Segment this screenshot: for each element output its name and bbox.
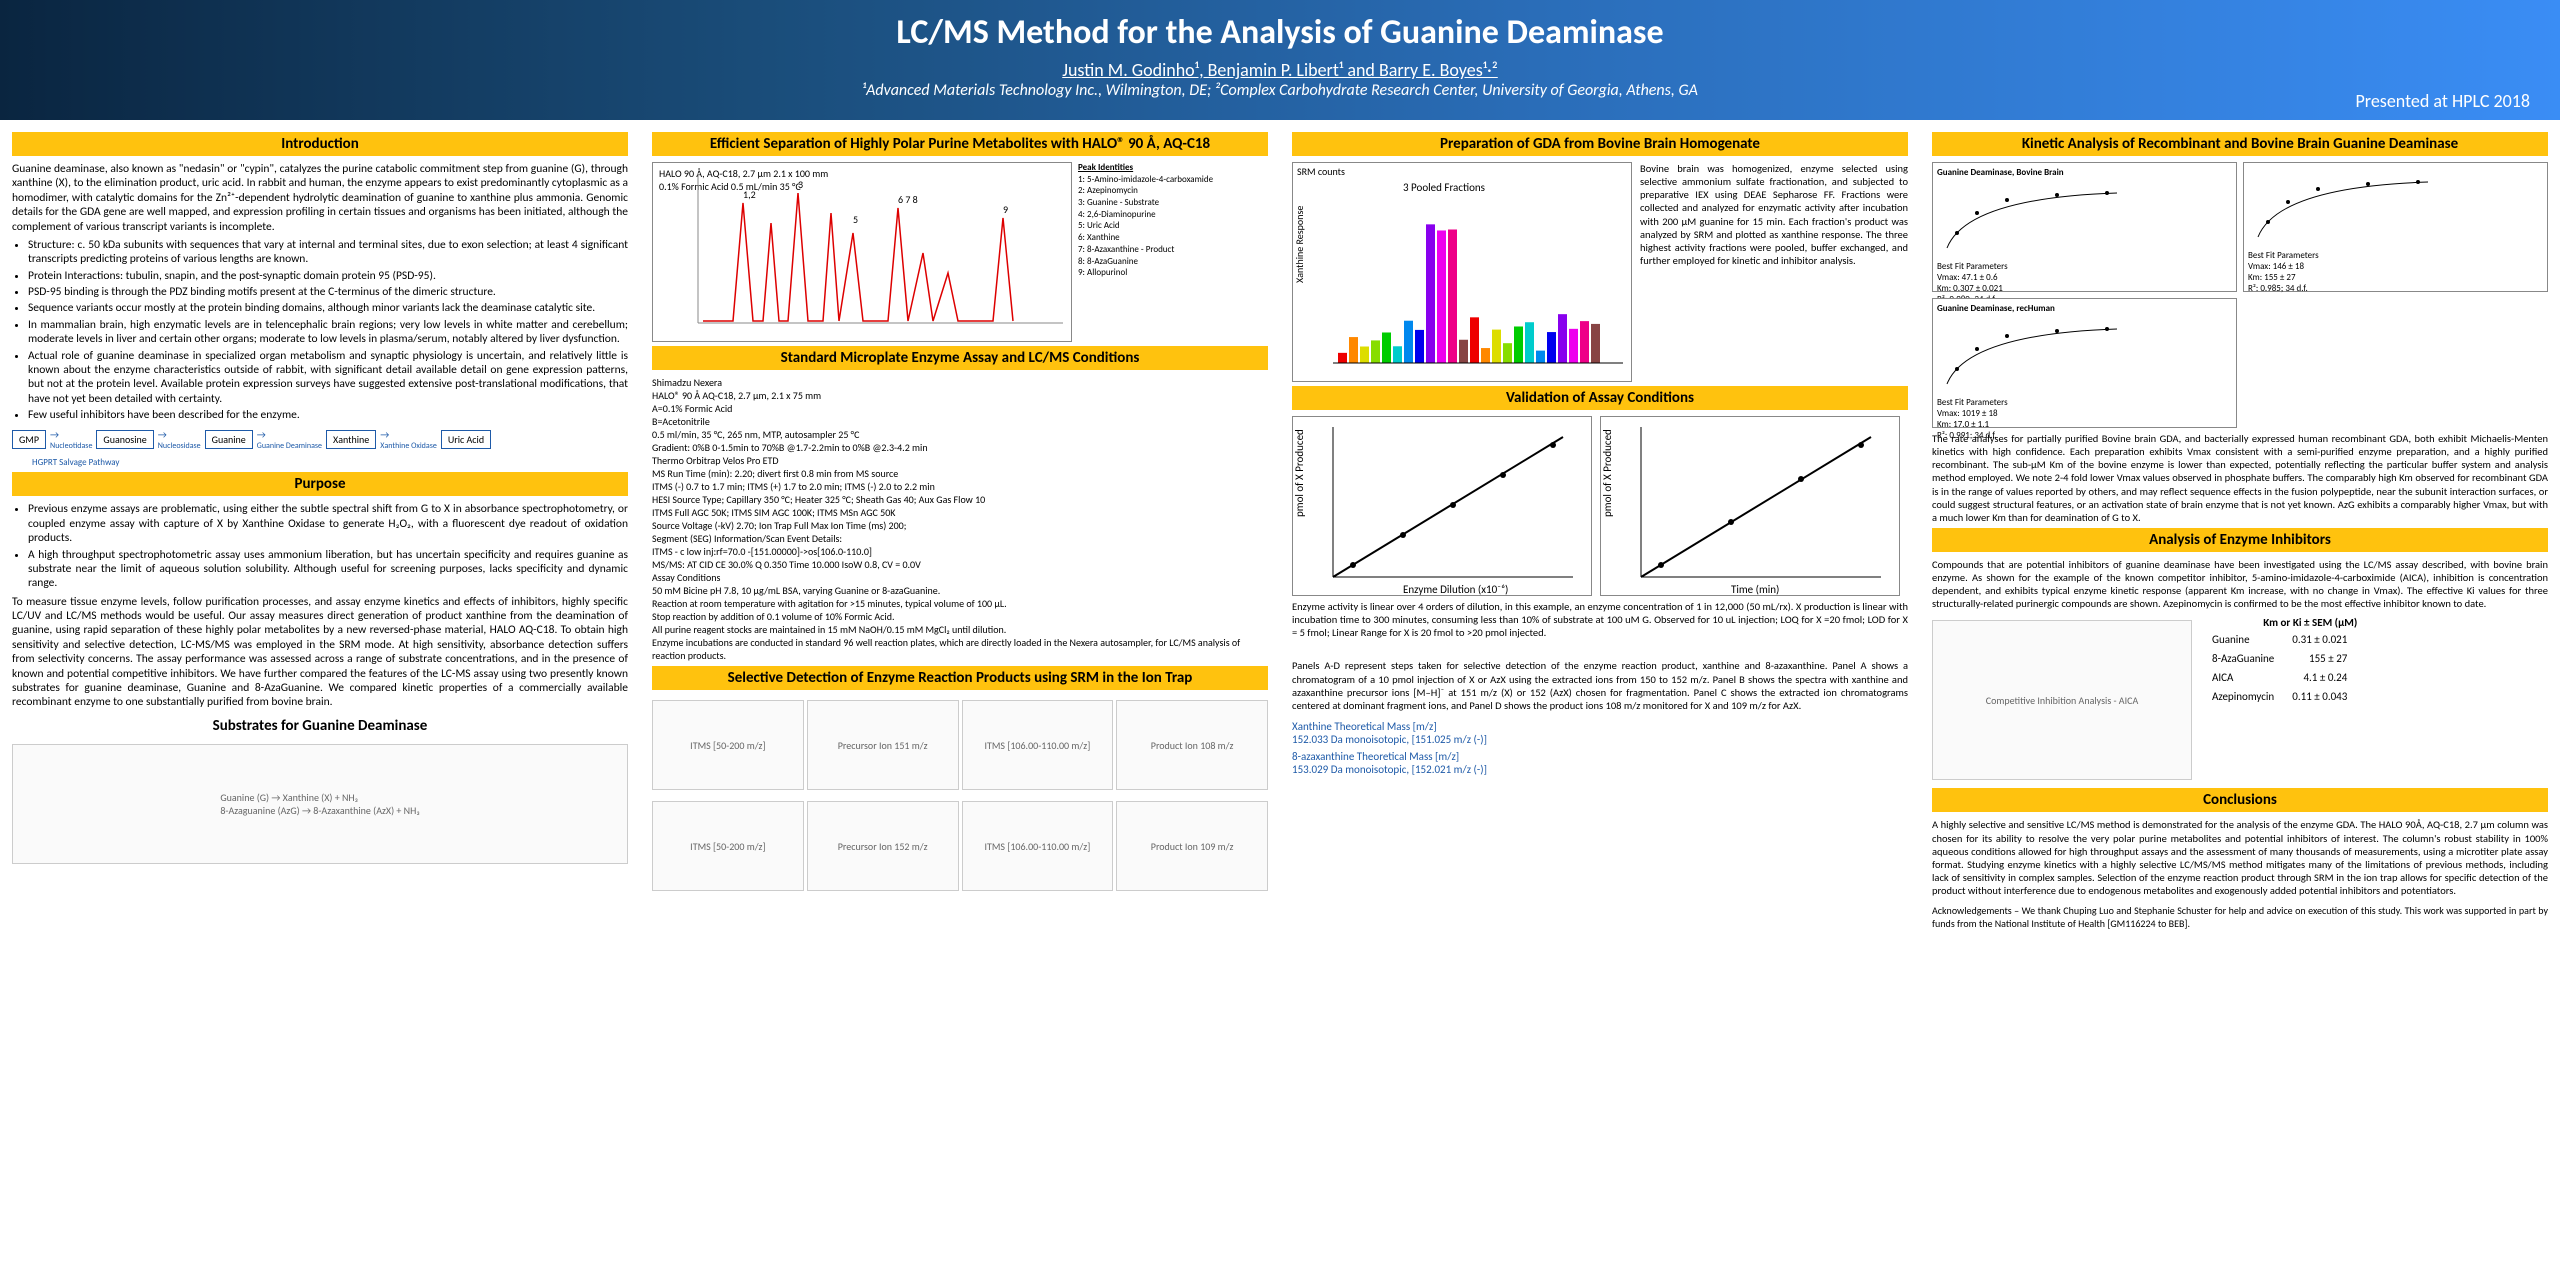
column-2: Efficient Separation of Highly Polar Pur…: [640, 120, 1280, 1280]
presented-at: Presented at HPLC 2018: [2356, 90, 2531, 112]
svg-text:9: 9: [1003, 203, 1008, 216]
peak-id-title: Peak Identities: [1078, 162, 1213, 174]
iex-svg: Xanthine Response: [1293, 163, 1633, 383]
purpose-para: To measure tissue enzyme levels, follow …: [12, 595, 628, 710]
column-3: Preparation of GDA from Bovine Brain Hom…: [1280, 120, 1920, 1280]
srm-desc-block: Panels A-D represent steps taken for sel…: [1292, 659, 1908, 776]
title: LC/MS Method for the Analysis of Guanine…: [12, 12, 2548, 53]
column-1: Introduction Guanine deaminase, also kno…: [0, 120, 640, 1280]
pooled-label: 3 Pooled Fractions: [1403, 181, 1485, 194]
svg-text:6 7 8: 6 7 8: [898, 193, 918, 206]
ki-header: Km or Ki ± SEM (µM): [2202, 616, 2357, 629]
chrom-svg: 1,2 3 5 6 7 8 9: [653, 163, 1073, 343]
assay-heading: Standard Microplate Enzyme Assay and LC/…: [652, 346, 1268, 370]
svg-text:pmol of X Produced: pmol of X Produced: [1601, 429, 1614, 517]
inhibitor-chart: Competitive Inhibition Analysis - AICA: [1932, 620, 2192, 780]
inhibitor-row: Competitive Inhibition Analysis - AICA K…: [1932, 616, 2548, 784]
poster-grid: Introduction Guanine deaminase, also kno…: [0, 120, 2560, 1280]
intro-heading: Introduction: [12, 132, 628, 156]
intro-para: Guanine deaminase, also known as "nedasi…: [12, 162, 628, 234]
ki-table-block: Km or Ki ± SEM (µM) Guanine0.31 ± 0.0218…: [2202, 616, 2357, 784]
svg-text:5: 5: [853, 213, 858, 226]
conclusions-heading: Conclusions: [1932, 788, 2548, 812]
substrates-figure: Guanine (G) → Xanthine (X) + NH₃8-Azagua…: [12, 744, 628, 864]
substrates-heading: Substrates for Guanine Deaminase: [12, 714, 628, 738]
svg-text:pmol of X Produced: pmol of X Produced: [1293, 429, 1306, 517]
prep-heading: Preparation of GDA from Bovine Brain Hom…: [1292, 132, 1908, 156]
prep-desc: Bovine brain was homogenized, enzyme sel…: [1640, 162, 1908, 382]
purine-pathway: GMP→NucleotidaseGuanosine→NucleosidaseGu…: [12, 428, 628, 451]
inhibitors-desc: Compounds that are potential inhibitors …: [1932, 558, 2548, 611]
purpose-heading: Purpose: [12, 472, 628, 496]
chromatogram-chart: HALO 90 Å, AQ-C18, 2.7 µm 2.1 x 100 mm 0…: [652, 162, 1072, 342]
mass-azx: 8-azaxanthine Theoretical Mass [m/z] 153…: [1292, 750, 1908, 776]
column-4: Kinetic Analysis of Recombinant and Bovi…: [1920, 120, 2560, 1280]
svg-text:Time (min): Time (min): [1731, 583, 1779, 596]
pathway-sub: HGPRT Salvage Pathway: [32, 457, 628, 468]
mass-xanthine: Xanthine Theoretical Mass [m/z] 152.033 …: [1292, 720, 1908, 746]
affiliations: ¹Advanced Materials Technology Inc., Wil…: [12, 81, 2548, 100]
peak-id-list: 1: 5-Amino-imidazole-4-carboxamide2: Aze…: [1078, 174, 1213, 279]
iex-chart: SRM counts 3 Pooled Fractions Xanthine R…: [1292, 162, 1632, 382]
srm-counts-label: SRM counts: [1297, 165, 1345, 178]
peak-identity-box: Peak Identities 1: 5-Amino-imidazole-4-c…: [1078, 162, 1213, 342]
validation-desc: Enzyme activity is linear over 4 orders …: [1292, 600, 1908, 639]
dilution-chart: pmol of X Produced Enzyme Dilution (x10⁻⁶…: [1292, 416, 1592, 596]
kinetics-heading: Kinetic Analysis of Recombinant and Bovi…: [1932, 132, 2548, 156]
inhibitors-heading: Analysis of Enzyme Inhibitors: [1932, 528, 2548, 552]
srm-heading: Selective Detection of Enzyme Reaction P…: [652, 666, 1268, 690]
kinetics-grid: Guanine Deaminase, Bovine BrainBest Fit …: [1932, 162, 2548, 428]
svg-text:Enzyme Dilution (x10⁻⁶): Enzyme Dilution (x10⁻⁶): [1403, 583, 1508, 596]
time-chart: pmol of X Produced Time (min): [1600, 416, 1900, 596]
intro-list: Structure: c. 50 kDa subunits with seque…: [28, 238, 628, 423]
srm-desc: Panels A-D represent steps taken for sel…: [1292, 659, 1908, 712]
purpose-text: Previous enzyme assays are problematic, …: [12, 502, 628, 709]
chromatogram-row: HALO 90 Å, AQ-C18, 2.7 µm 2.1 x 100 mm 0…: [652, 162, 1268, 342]
svg-text:Xanthine Response: Xanthine Response: [1293, 206, 1306, 283]
kinetics-desc: The rate analyses for partially purified…: [1932, 432, 2548, 524]
conclusions-text: A highly selective and sensitive LC/MS m…: [1932, 818, 2548, 897]
ki-table: Guanine0.31 ± 0.0218-AzaGuanine155 ± 27A…: [2202, 629, 2357, 707]
assay-conditions: Shimadzu Nexera HALO® 90 Å AQ-C18, 2.7 µ…: [652, 376, 1268, 662]
intro-text: Guanine deaminase, also known as "nedasi…: [12, 162, 628, 422]
purpose-list: Previous enzyme assays are problematic, …: [28, 502, 628, 590]
validation-heading: Validation of Assay Conditions: [1292, 386, 1908, 410]
separation-heading: Efficient Separation of Highly Polar Pur…: [652, 132, 1268, 156]
header: LC/MS Method for the Analysis of Guanine…: [0, 0, 2560, 120]
svg-text:3: 3: [798, 178, 803, 191]
srm-grid: ITMS [50-200 m/z]Precursor Ion 151 m/zIT…: [652, 696, 1268, 895]
svg-text:1,2: 1,2: [743, 188, 756, 201]
acknowledgements: Acknowledgements – We thank Chuping Luo …: [1932, 905, 2548, 930]
prep-row: SRM counts 3 Pooled Fractions Xanthine R…: [1292, 162, 1908, 382]
authors: Justin M. Godinho¹, Benjamin P. Libert¹ …: [12, 59, 2548, 81]
validation-row: pmol of X Produced Enzyme Dilution (x10⁻⁶…: [1292, 416, 1908, 596]
